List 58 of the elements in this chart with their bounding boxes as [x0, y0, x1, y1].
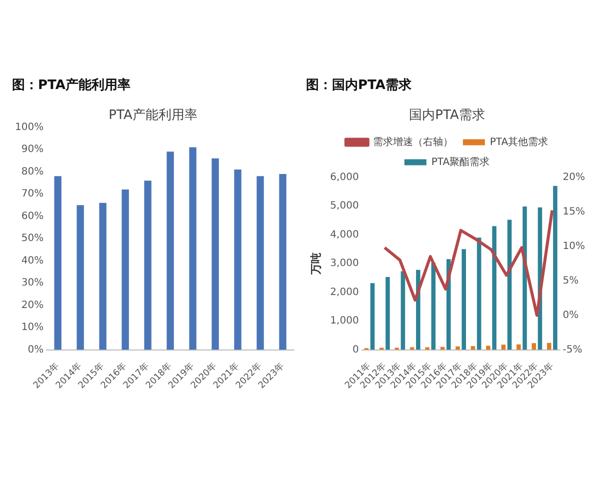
- bar: [522, 206, 527, 350]
- y-tick-label: 40%: [21, 255, 44, 266]
- chart-subtitle: PTA产能利用率: [108, 106, 198, 123]
- bar: [234, 169, 242, 350]
- y-tick-label: 60%: [21, 210, 44, 222]
- bar: [553, 186, 558, 350]
- bar: [516, 344, 521, 350]
- bar: [486, 346, 490, 350]
- y2-tick-label: 5%: [562, 275, 579, 286]
- y-tick-label: 5,000: [330, 200, 359, 212]
- y-tick-label: 0%: [28, 344, 44, 356]
- bar: [386, 277, 390, 350]
- bar: [462, 249, 466, 350]
- bar: [400, 271, 406, 350]
- y-tick-label: 90%: [21, 144, 44, 156]
- bar: [76, 205, 84, 350]
- bar: [189, 147, 196, 350]
- y-tick-label: 100%: [14, 122, 44, 133]
- chart-subtitle: 国内PTA需求: [409, 108, 485, 123]
- y-tick-label: 6,000: [330, 172, 359, 183]
- y-tick-label: 50%: [21, 233, 44, 244]
- bar: [410, 347, 414, 350]
- bar: [532, 343, 536, 350]
- y2-tick-label: -5%: [562, 344, 582, 356]
- bar: [370, 283, 375, 350]
- bar: [256, 176, 264, 350]
- bar: [122, 190, 129, 350]
- bar: [99, 202, 106, 350]
- y-tick-label: 0: [352, 344, 359, 356]
- chart-title: 图：PTA产能利用率: [12, 77, 130, 94]
- y-tick-label: 10%: [21, 322, 44, 334]
- bar: [144, 180, 152, 350]
- y-tick-label: 2,000: [330, 286, 359, 298]
- y2-tick-label: 20%: [562, 172, 586, 183]
- bar: [476, 238, 482, 350]
- bar: [279, 174, 286, 350]
- y-tick-label: 4,000: [330, 229, 359, 240]
- y2-tick-label: 0%: [562, 310, 579, 321]
- bar: [54, 176, 62, 350]
- bar: [456, 346, 460, 350]
- bar: [212, 158, 219, 350]
- y-tick-label: 30%: [21, 278, 44, 289]
- chart-title: 图：国内PTA需求: [306, 77, 412, 94]
- legend-label: PTA聚酯需求: [431, 156, 490, 168]
- y2-tick-label: 15%: [562, 206, 586, 218]
- y-tick-label: 20%: [21, 300, 44, 311]
- legend-label: PTA其他需求: [490, 136, 548, 148]
- legend-label: 需求增速（右轴）: [372, 136, 453, 148]
- y-tick-label: 70%: [21, 188, 44, 200]
- bar: [425, 347, 430, 350]
- bar: [166, 152, 174, 350]
- bar: [492, 226, 496, 350]
- y-tick-label: 1,000: [330, 316, 359, 327]
- y-tick-label: 3,000: [330, 258, 359, 270]
- y-axis-title: 万吨: [309, 252, 322, 276]
- bar: [501, 344, 506, 350]
- y-tick-label: 80%: [21, 166, 44, 178]
- y2-tick-label: 10%: [562, 240, 586, 252]
